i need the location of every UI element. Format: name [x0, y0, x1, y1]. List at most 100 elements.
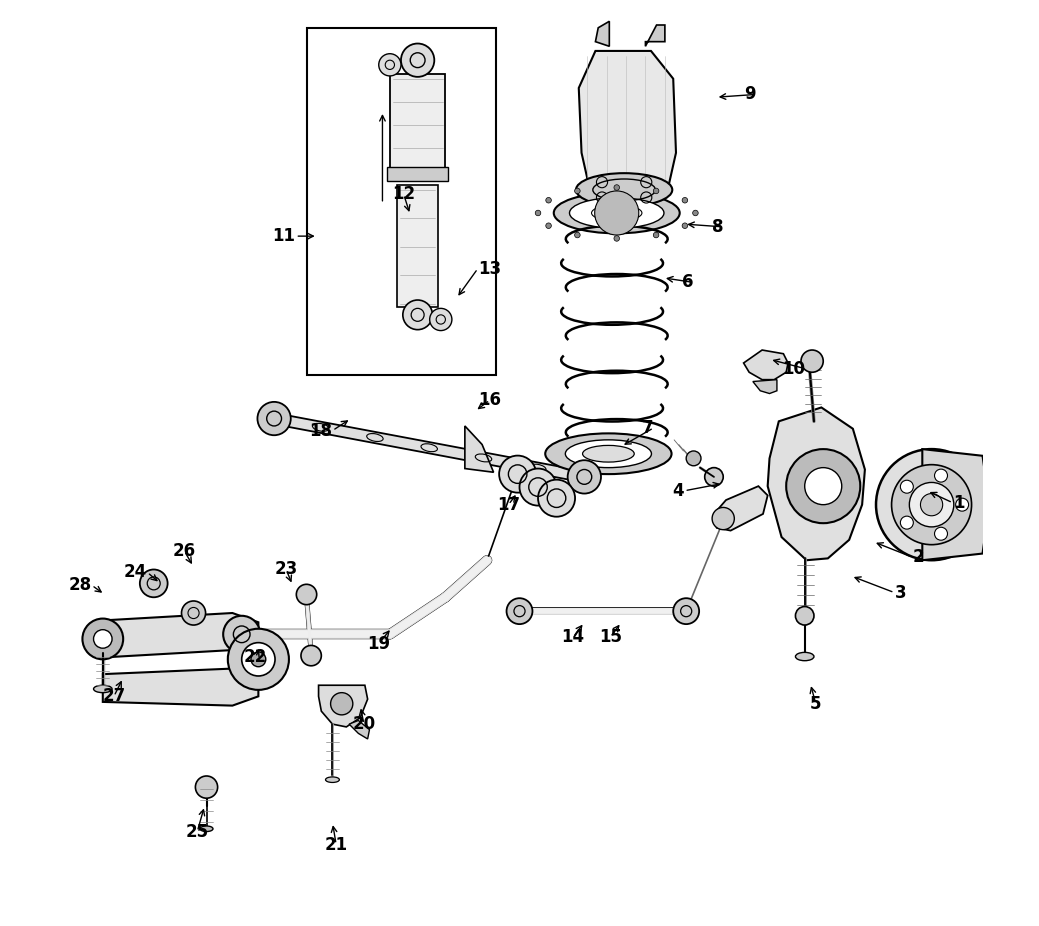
- Text: 5: 5: [810, 694, 822, 713]
- Circle shape: [575, 232, 580, 238]
- Circle shape: [258, 402, 291, 435]
- Circle shape: [704, 468, 723, 486]
- Bar: [307, 28, 497, 375]
- Circle shape: [520, 469, 557, 506]
- Circle shape: [594, 191, 639, 235]
- Text: 9: 9: [744, 85, 755, 104]
- Circle shape: [673, 598, 699, 624]
- Ellipse shape: [201, 826, 213, 832]
- Polygon shape: [103, 613, 259, 657]
- Polygon shape: [579, 51, 676, 190]
- Circle shape: [686, 451, 701, 466]
- Text: 1: 1: [953, 494, 964, 512]
- Circle shape: [934, 527, 948, 540]
- Bar: [388, 167, 448, 181]
- Polygon shape: [923, 449, 987, 560]
- Ellipse shape: [576, 173, 672, 206]
- Text: 7: 7: [642, 419, 654, 437]
- Circle shape: [223, 616, 260, 653]
- Ellipse shape: [796, 652, 814, 661]
- Text: 22: 22: [244, 648, 267, 667]
- Ellipse shape: [545, 433, 671, 474]
- Text: 24: 24: [124, 563, 148, 582]
- Text: 12: 12: [392, 185, 416, 204]
- Polygon shape: [768, 407, 864, 560]
- Text: 3: 3: [895, 583, 906, 602]
- Text: 28: 28: [69, 576, 91, 594]
- Circle shape: [182, 601, 206, 625]
- Text: 2: 2: [913, 548, 925, 567]
- Ellipse shape: [554, 193, 680, 233]
- Text: 19: 19: [367, 634, 391, 653]
- Circle shape: [379, 54, 401, 76]
- Text: 14: 14: [562, 628, 585, 646]
- Circle shape: [901, 516, 913, 529]
- Ellipse shape: [569, 198, 664, 228]
- Circle shape: [545, 197, 552, 203]
- Circle shape: [330, 693, 353, 715]
- Text: 26: 26: [172, 542, 195, 560]
- Polygon shape: [390, 74, 446, 176]
- Text: 21: 21: [324, 835, 348, 854]
- Polygon shape: [349, 720, 370, 739]
- Circle shape: [796, 607, 814, 625]
- Circle shape: [787, 449, 860, 523]
- Circle shape: [921, 494, 942, 516]
- Polygon shape: [595, 21, 609, 46]
- Circle shape: [401, 44, 434, 77]
- Circle shape: [430, 308, 452, 331]
- Polygon shape: [744, 350, 788, 380]
- Text: 8: 8: [712, 218, 723, 236]
- Circle shape: [296, 584, 317, 605]
- Circle shape: [683, 223, 688, 229]
- Circle shape: [403, 300, 432, 330]
- Ellipse shape: [583, 445, 634, 462]
- Circle shape: [140, 569, 167, 597]
- Circle shape: [499, 456, 536, 493]
- Circle shape: [891, 465, 971, 544]
- Circle shape: [242, 643, 275, 676]
- Text: 20: 20: [352, 715, 375, 733]
- Text: 6: 6: [682, 273, 694, 292]
- Text: 10: 10: [781, 359, 805, 378]
- Ellipse shape: [565, 440, 651, 468]
- Circle shape: [693, 210, 698, 216]
- Text: 27: 27: [102, 687, 126, 706]
- Circle shape: [94, 630, 112, 648]
- Text: 25: 25: [186, 822, 209, 841]
- Circle shape: [535, 210, 540, 216]
- Polygon shape: [753, 380, 777, 394]
- Polygon shape: [103, 669, 259, 706]
- Text: 15: 15: [598, 628, 621, 646]
- Circle shape: [805, 468, 842, 505]
- Circle shape: [801, 350, 823, 372]
- Circle shape: [614, 184, 619, 190]
- Text: 4: 4: [672, 482, 685, 500]
- Ellipse shape: [94, 685, 112, 693]
- Circle shape: [956, 498, 968, 511]
- Circle shape: [301, 645, 321, 666]
- Circle shape: [195, 776, 217, 798]
- Circle shape: [901, 481, 913, 494]
- Text: 13: 13: [478, 259, 501, 278]
- Polygon shape: [645, 25, 665, 46]
- Polygon shape: [273, 413, 585, 482]
- Circle shape: [228, 629, 289, 690]
- Circle shape: [545, 223, 552, 229]
- Text: 17: 17: [497, 495, 520, 514]
- Circle shape: [575, 188, 580, 194]
- Circle shape: [82, 619, 124, 659]
- Circle shape: [654, 232, 659, 238]
- Circle shape: [251, 652, 266, 667]
- Text: 11: 11: [272, 227, 295, 245]
- Text: 16: 16: [478, 391, 502, 409]
- Circle shape: [909, 482, 954, 527]
- Circle shape: [538, 480, 575, 517]
- Polygon shape: [319, 685, 368, 727]
- Circle shape: [654, 188, 659, 194]
- Circle shape: [614, 235, 619, 241]
- Circle shape: [507, 598, 532, 624]
- Polygon shape: [464, 426, 494, 472]
- Ellipse shape: [325, 777, 340, 782]
- Text: 23: 23: [274, 560, 298, 579]
